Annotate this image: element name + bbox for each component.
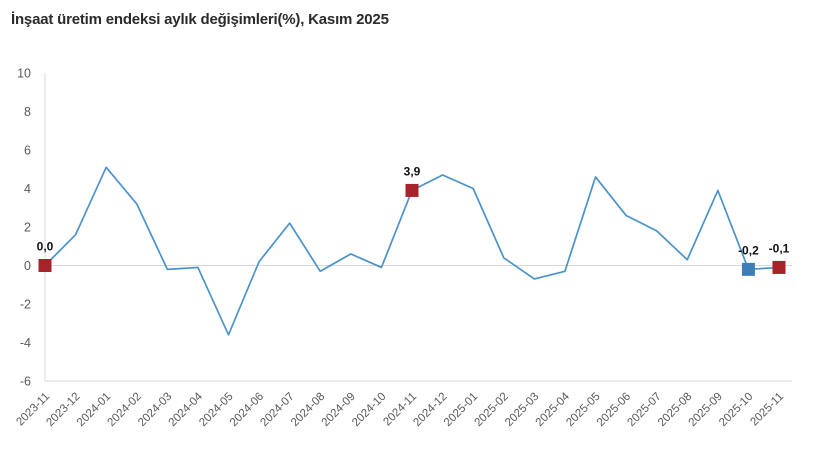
data-point-marker	[405, 183, 419, 197]
data-point-label: -0,1	[769, 241, 790, 255]
x-tick-label: 2024-10	[350, 391, 388, 429]
data-point-marker	[38, 259, 52, 272]
data-point-marker	[741, 262, 755, 276]
data-point-marker	[772, 260, 786, 274]
chart-title: İnşaat üretim endeksi aylık değişimleri(…	[11, 11, 389, 28]
y-tick-label: 2	[24, 221, 31, 235]
y-tick-label: 4	[24, 182, 31, 196]
data-point-label: 0,0	[37, 240, 54, 254]
y-tick-label: 10	[17, 67, 31, 81]
x-tick-label: 2025-11	[748, 391, 786, 429]
data-point-label: -0,2	[738, 243, 759, 257]
x-tick-label: 2025-10	[717, 391, 755, 429]
y-tick-label: -4	[20, 336, 31, 350]
y-tick-label: 6	[24, 144, 31, 158]
y-tick-label: 0	[24, 259, 31, 273]
y-tick-label: 8	[24, 105, 31, 119]
data-point-label: 3,9	[404, 164, 421, 178]
y-tick-label: -6	[20, 375, 31, 389]
y-tick-label: -2	[20, 298, 31, 312]
